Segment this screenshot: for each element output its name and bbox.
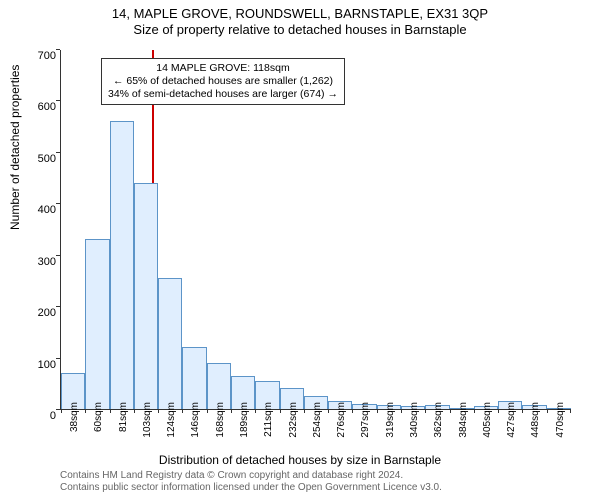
x-tick-label: 340sqm	[409, 402, 420, 452]
y-ticks-group: 0100200300400500600700	[0, 50, 60, 410]
x-tick-label: 405sqm	[482, 402, 493, 452]
histogram-bar	[110, 121, 134, 409]
y-tick-label: 200	[38, 307, 56, 319]
x-tick-label: 211sqm	[263, 402, 274, 452]
y-tick-label: 500	[38, 153, 56, 165]
annotation-line2: ← 65% of detached houses are smaller (1,…	[108, 75, 338, 88]
plot-area: 14 MAPLE GROVE: 118sqm ← 65% of detached…	[60, 50, 570, 410]
x-tick-label: 60sqm	[93, 402, 104, 452]
x-tick-label: 254sqm	[312, 402, 323, 452]
title-sub: Size of property relative to detached ho…	[0, 22, 600, 42]
chart-container: 14, MAPLE GROVE, ROUNDSWELL, BARNSTAPLE,…	[0, 0, 600, 500]
histogram-bar	[134, 183, 158, 409]
x-tick-label: 189sqm	[239, 402, 250, 452]
title-main: 14, MAPLE GROVE, ROUNDSWELL, BARNSTAPLE,…	[0, 0, 600, 22]
y-tick-label: 300	[38, 256, 56, 268]
x-tick-label: 146sqm	[190, 402, 201, 452]
y-tick-label: 100	[38, 359, 56, 371]
histogram-bar	[158, 278, 182, 409]
x-tick-label: 38sqm	[69, 402, 80, 452]
x-tick-label: 103sqm	[142, 402, 153, 452]
x-axis-label: Distribution of detached houses by size …	[0, 453, 600, 467]
footer-attribution: Contains HM Land Registry data © Crown c…	[60, 470, 442, 494]
annotation-line1: 14 MAPLE GROVE: 118sqm	[108, 62, 338, 75]
x-tick-label: 168sqm	[215, 402, 226, 452]
x-tick-label: 297sqm	[360, 402, 371, 452]
x-tick-label: 124sqm	[166, 402, 177, 452]
x-tick-label: 276sqm	[336, 402, 347, 452]
x-tick-label: 470sqm	[555, 402, 566, 452]
x-tick-label: 319sqm	[385, 402, 396, 452]
y-tick-label: 400	[38, 204, 56, 216]
footer-line1: Contains HM Land Registry data © Crown c…	[60, 470, 442, 482]
x-tick-label: 81sqm	[118, 402, 129, 452]
y-tick-label: 0	[50, 410, 56, 422]
x-tick-label: 232sqm	[288, 402, 299, 452]
x-tick-label: 448sqm	[530, 402, 541, 452]
annotation-box: 14 MAPLE GROVE: 118sqm ← 65% of detached…	[101, 58, 345, 105]
histogram-bar	[85, 239, 109, 409]
x-tick-mark	[570, 409, 571, 413]
y-tick-label: 700	[38, 50, 56, 62]
histogram-bar	[182, 347, 206, 409]
x-tick-label: 362sqm	[433, 402, 444, 452]
x-tick-label: 384sqm	[458, 402, 469, 452]
annotation-line3: 34% of semi-detached houses are larger (…	[108, 88, 338, 101]
y-tick-label: 600	[38, 101, 56, 113]
footer-line2: Contains public sector information licen…	[60, 482, 442, 494]
x-tick-label: 427sqm	[506, 402, 517, 452]
